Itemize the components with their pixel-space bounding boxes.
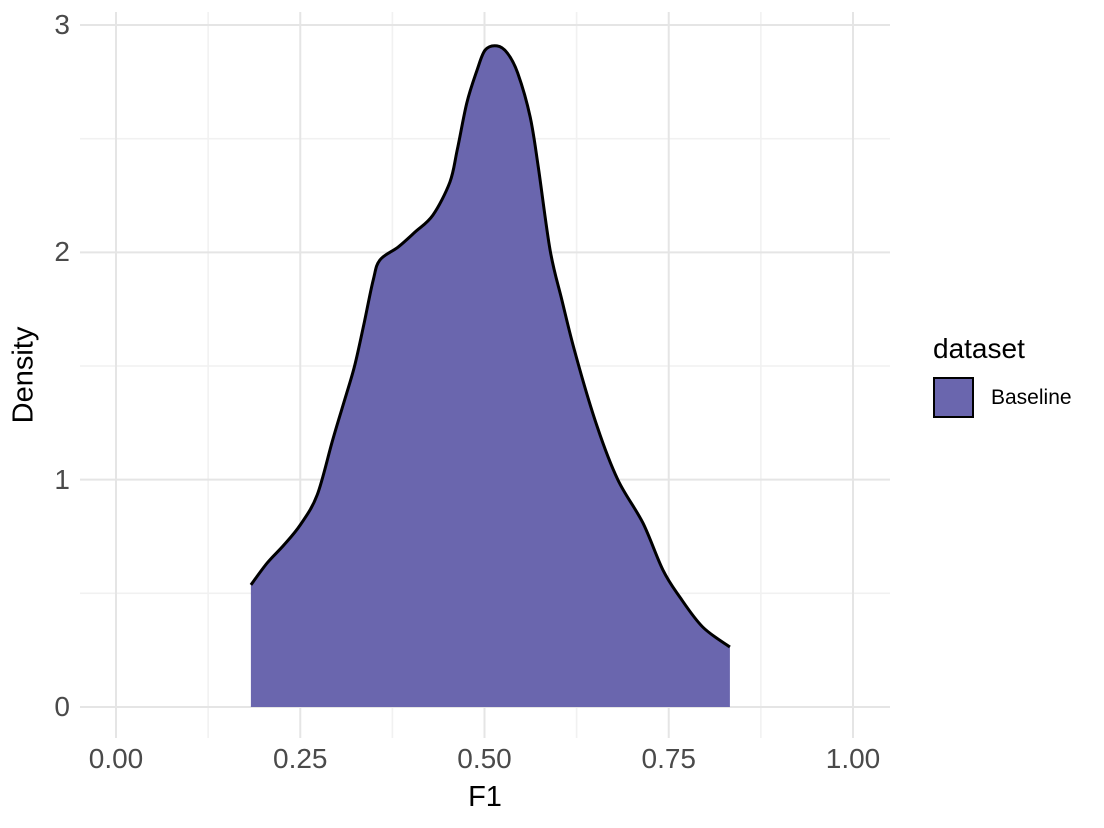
x-tick-label: 0.25: [273, 743, 328, 774]
density-area: [250, 45, 730, 708]
y-tick-label: 3: [54, 9, 70, 40]
x-tick-label: 0.75: [641, 743, 697, 774]
y-tick-label: 1: [54, 463, 70, 495]
x-tick-label: 1.00: [825, 743, 881, 774]
y-axis-title: Density: [7, 326, 40, 424]
x-tick-label: 0.50: [457, 743, 512, 774]
plot-panel: [80, 12, 890, 738]
y-tick-label: 2: [54, 236, 70, 268]
legend: dataset Baseline: [933, 333, 1072, 418]
legend-title: dataset: [933, 333, 1025, 364]
legend-key-row: Baseline: [933, 377, 1072, 418]
legend-swatch-baseline: [933, 377, 974, 418]
density-curve: [249, 44, 731, 649]
x-tick-label: 0.00: [88, 743, 144, 774]
y-tick-label: 0: [54, 691, 70, 722]
legend-label-baseline: Baseline: [991, 385, 1072, 409]
x-axis-title: F1: [468, 781, 502, 813]
